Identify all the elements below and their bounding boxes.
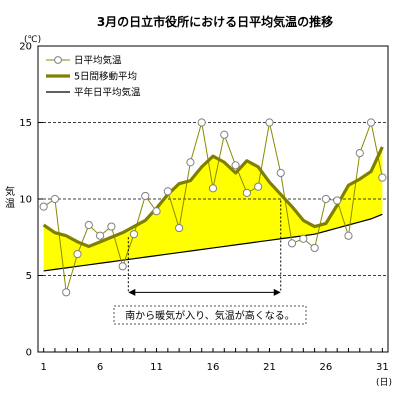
- annotation-text: 南から暖気が入り、気温が高くなる。: [125, 309, 295, 322]
- x-tick-label: 31: [376, 362, 389, 373]
- x-tick-label: 1: [40, 362, 46, 373]
- daily-point-1: [39, 202, 48, 211]
- daily-point-20: [254, 182, 263, 191]
- annotation-arrowhead-left: [128, 288, 136, 296]
- x-tick-label: 21: [263, 362, 276, 373]
- daily-point-11: [152, 207, 161, 216]
- y-axis-label-char: 温: [5, 198, 15, 210]
- daily-point-18: [231, 161, 240, 170]
- daily-point-12: [163, 187, 172, 196]
- daily-point-26: [321, 194, 331, 204]
- daily-point-7: [107, 222, 116, 231]
- daily-point-19: [242, 188, 251, 197]
- daily-point-5: [84, 220, 93, 230]
- fill-area-layer: [43, 146, 383, 271]
- daily-point-14: [186, 158, 195, 167]
- legend-label: 平年日平均気温: [74, 87, 141, 99]
- y-tick-label: 20: [19, 42, 32, 53]
- daily-point-28: [344, 231, 353, 240]
- legend-label: 日平均気温: [74, 55, 122, 67]
- daily-point-21: [265, 118, 274, 127]
- series-line-normal: [43, 213, 383, 272]
- daily-point-8: [118, 262, 127, 271]
- x-tick-label: 16: [207, 362, 220, 373]
- annotation: 南から暖気が入り、気温が高くなる。: [113, 200, 307, 325]
- chart-title: 3月の日立市役所における日平均気温の推移: [97, 14, 333, 29]
- legend-label: 5日間移動平均: [74, 71, 137, 83]
- fill-area: [43, 146, 383, 271]
- x-tick-label: 26: [320, 362, 333, 373]
- y-tick-label: 0: [26, 348, 32, 359]
- daily-point-25: [310, 243, 319, 253]
- daily-point-3: [62, 288, 71, 297]
- daily-point-10: [141, 191, 150, 201]
- y-tick-label: 10: [19, 195, 32, 206]
- daily-point-22: [276, 168, 285, 178]
- daily-point-13: [175, 223, 184, 233]
- daily-point-30: [366, 118, 376, 127]
- daily-point-2: [50, 194, 60, 204]
- x-unit: (日): [376, 377, 392, 388]
- series-line-moving-average: [42, 146, 384, 249]
- annotation-arrowhead-right: [273, 288, 281, 296]
- daily-point-16: [208, 184, 218, 193]
- x-tick-label: 6: [97, 362, 103, 373]
- y-unit: (℃): [24, 35, 41, 45]
- daily-point-23: [287, 239, 297, 248]
- daily-point-6: [95, 231, 105, 240]
- y-tick-label: 5: [26, 271, 32, 282]
- daily-point-17: [220, 130, 229, 139]
- daily-point-24: [299, 234, 308, 243]
- daily-point-9: [129, 230, 139, 239]
- annotation-box: [113, 305, 307, 325]
- daily-point-27: [333, 196, 342, 205]
- y-axis-label-char: 気: [5, 185, 15, 198]
- y-tick-label: 15: [19, 118, 32, 129]
- daily-point-29: [355, 149, 364, 158]
- x-tick-label: 11: [150, 362, 163, 373]
- daily-point-31: [378, 173, 387, 182]
- daily-point-4: [73, 249, 82, 259]
- daily-point-15: [197, 118, 206, 127]
- legend-marker: [54, 56, 62, 64]
- series-layer: [39, 118, 387, 297]
